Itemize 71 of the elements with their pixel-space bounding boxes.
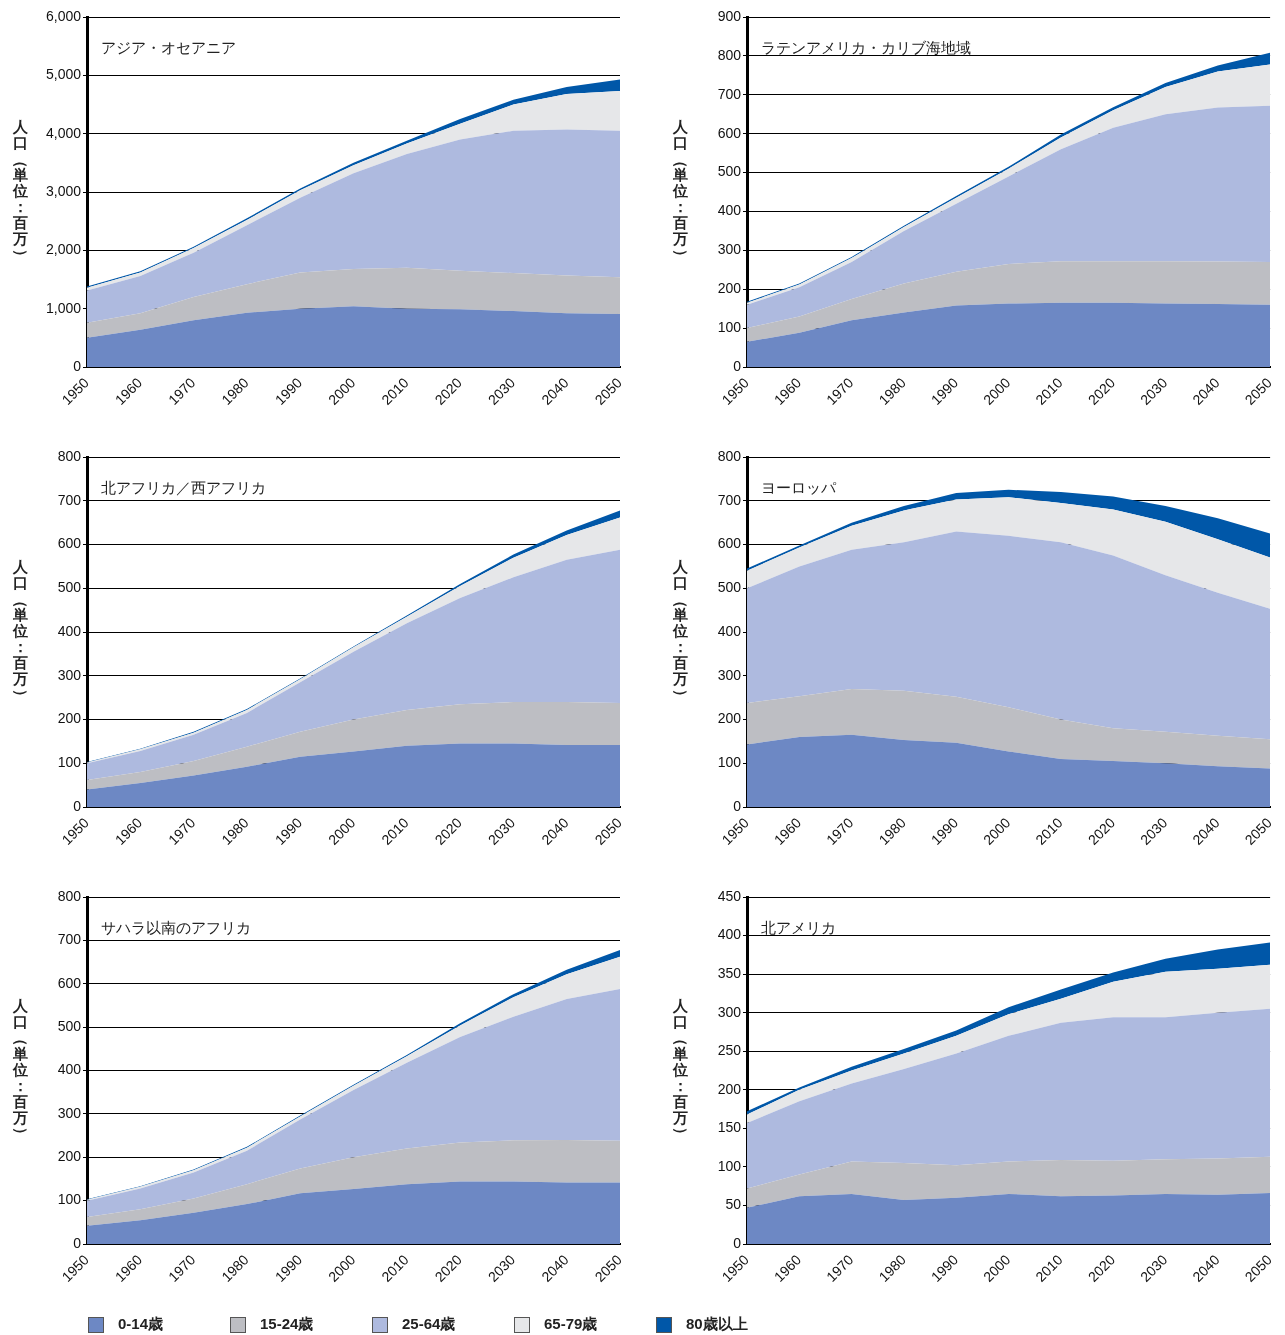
y-tick-label: 200 <box>717 280 742 297</box>
legend-label: 0-14歳 <box>118 1315 164 1334</box>
y-tick-label: 700 <box>57 931 82 948</box>
y-tick-label: 800 <box>57 887 82 904</box>
y-tick-label: 600 <box>57 535 82 552</box>
y-tick-label: 600 <box>717 124 742 141</box>
y-tick-label: 700 <box>717 85 742 102</box>
y-tick-label: 4,000 <box>45 124 82 141</box>
y-tick-label: 700 <box>57 491 82 508</box>
y-tick-label: 0 <box>73 1234 82 1251</box>
y-tick-label: 500 <box>57 579 82 596</box>
y-tick-label: 400 <box>57 622 82 639</box>
y-tick-label: 250 <box>717 1042 742 1059</box>
y-tick-label: 50 <box>725 1196 742 1213</box>
y-tick-label: 400 <box>717 202 742 219</box>
y-tick-label: 600 <box>57 974 82 991</box>
y-tick-label: 150 <box>717 1119 742 1136</box>
text: 人口（単位：百万） <box>672 558 690 704</box>
y-tick-label: 400 <box>717 622 742 639</box>
y-tick-label: 500 <box>717 163 742 180</box>
y-tick-label: 1,000 <box>45 299 82 316</box>
y-tick-label: 100 <box>57 754 82 771</box>
y-tick-label: 600 <box>717 535 742 552</box>
text: 人口（単位：百万） <box>12 996 30 1142</box>
text: 人口（単位：百万） <box>672 118 690 264</box>
y-tick-label: 900 <box>717 7 742 24</box>
text: 北アメリカ <box>761 919 836 937</box>
y-tick-label: 300 <box>717 1003 742 1020</box>
y-tick-label: 800 <box>57 447 82 464</box>
legend-label: 25-64歳 <box>402 1315 456 1334</box>
y-tick-label: 2,000 <box>45 241 82 258</box>
text: 人口（単位：百万） <box>672 996 690 1142</box>
y-tick-label: 0 <box>733 797 742 814</box>
text: サハラ以南のアフリカ <box>101 919 251 937</box>
legend-label: 15-24歳 <box>260 1315 314 1334</box>
y-tick-label: 3,000 <box>45 182 82 199</box>
text: 人口（単位：百万） <box>12 118 30 264</box>
legend-label: 65-79歳 <box>544 1315 598 1334</box>
y-tick-label: 500 <box>57 1017 82 1034</box>
y-tick-label: 450 <box>717 887 742 904</box>
y-tick-label: 200 <box>57 1148 82 1165</box>
y-tick-label: 500 <box>717 579 742 596</box>
text: ラテンアメリカ・カリブ海地域 <box>761 39 971 57</box>
legend-label: 80歳以上 <box>686 1315 748 1334</box>
y-tick-label: 200 <box>717 1080 742 1097</box>
y-tick-label: 400 <box>717 926 742 943</box>
y-tick-label: 700 <box>717 491 742 508</box>
y-tick-label: 300 <box>57 666 82 683</box>
y-tick-label: 0 <box>733 1234 742 1251</box>
text: アジア・オセアニア <box>101 39 236 57</box>
y-tick-label: 0 <box>73 797 82 814</box>
y-tick-label: 100 <box>717 1157 742 1174</box>
y-tick-label: 200 <box>57 710 82 727</box>
y-tick-label: 100 <box>717 318 742 335</box>
y-tick-label: 400 <box>57 1061 82 1078</box>
y-tick-label: 300 <box>717 666 742 683</box>
y-tick-label: 100 <box>57 1191 82 1208</box>
y-tick-label: 350 <box>717 964 742 981</box>
y-tick-label: 800 <box>717 46 742 63</box>
text: 人口（単位：百万） <box>12 558 30 704</box>
y-tick-label: 300 <box>717 241 742 258</box>
y-tick-label: 100 <box>717 754 742 771</box>
y-tick-label: 6,000 <box>45 7 82 24</box>
text: 北アフリカ／西アフリカ <box>101 479 266 497</box>
y-tick-label: 5,000 <box>45 66 82 83</box>
y-tick-label: 800 <box>717 447 742 464</box>
y-tick-label: 0 <box>73 357 82 374</box>
y-tick-label: 200 <box>717 710 742 727</box>
text: ヨーロッパ <box>761 479 837 497</box>
y-tick-label: 0 <box>733 357 742 374</box>
y-tick-label: 300 <box>57 1104 82 1121</box>
